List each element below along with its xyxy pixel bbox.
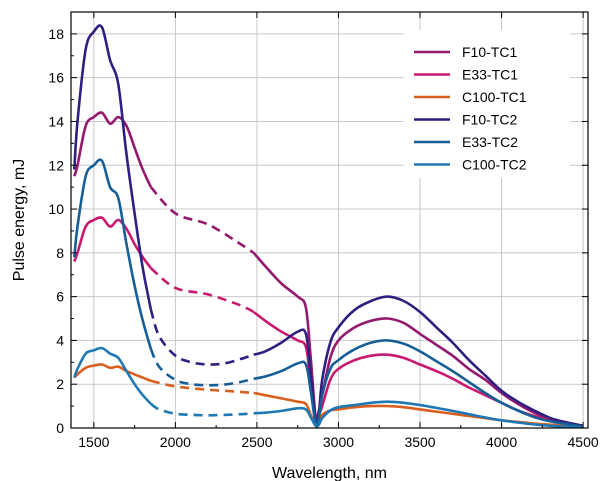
- series-line-e33-tc1: [73, 216, 152, 269]
- series-line-c100-tc2: [73, 346, 152, 405]
- y-tick-label: 18: [48, 26, 64, 42]
- legend-label: F10-TC1: [462, 44, 517, 60]
- legend-box: [404, 30, 570, 178]
- y-axis-label: Pulse energy, mJ: [11, 159, 28, 281]
- x-tick-label: 4500: [568, 434, 599, 450]
- x-tick-label: 2000: [160, 434, 191, 450]
- x-tick-label: 3000: [323, 434, 354, 450]
- series-line-e33-tc2: [253, 339, 584, 428]
- series-line-f10-tc2: [73, 24, 153, 311]
- y-tick-label: 14: [48, 113, 64, 129]
- plot-frame: [70, 11, 589, 429]
- series-line-f10-tc1: [149, 186, 255, 254]
- y-tick-label: 2: [56, 376, 64, 392]
- x-tick-label: 3500: [404, 434, 435, 450]
- x-axis-label: Wavelength, nm: [272, 465, 387, 481]
- x-tick-label: 4000: [486, 434, 517, 450]
- x-tick-label: 2500: [241, 434, 272, 450]
- legend-label: F10-TC2: [462, 112, 517, 128]
- legend-label: C100-TC2: [462, 157, 527, 173]
- series-line-c100-tc2: [150, 402, 254, 417]
- series-line-f10-tc1: [73, 111, 153, 188]
- series-line-c100-tc2: [253, 400, 584, 429]
- series-line-c100-tc1: [150, 379, 254, 395]
- series-line-e33-tc1: [150, 267, 255, 314]
- y-tick-label: 4: [56, 332, 64, 348]
- y-tick-label: 0: [56, 420, 64, 436]
- y-tick-label: 8: [56, 245, 64, 261]
- y-tick-label: 12: [48, 157, 64, 173]
- x-tick-label: 1500: [78, 434, 109, 450]
- legend-label: C100-TC1: [462, 89, 527, 105]
- series-line-e33-tc2: [149, 348, 255, 387]
- axis-ticks: 1500 2000 2500 3000 3500 4000 4500 0 2 4 6 8 10 12 14 1…: [48, 12, 599, 450]
- legend-label: E33-TC1: [462, 67, 518, 83]
- series-line-f10-tc1: [252, 251, 584, 428]
- y-tick-label: 6: [56, 289, 64, 305]
- y-tick-label: 10: [48, 201, 64, 217]
- legend-label: E33-TC2: [462, 134, 518, 150]
- series-line-e33-tc2: [73, 158, 153, 350]
- legend: F10-TC1 E33-TC1 C100-TC1 F10-TC2 E33-TC2 C100…: [404, 30, 570, 178]
- series-line-f10-tc2: [253, 295, 584, 428]
- series-line-c100-tc1: [73, 363, 152, 383]
- y-tick-label: 16: [48, 70, 64, 86]
- series-layer: [73, 24, 584, 429]
- series-line-f10-tc2: [149, 309, 255, 366]
